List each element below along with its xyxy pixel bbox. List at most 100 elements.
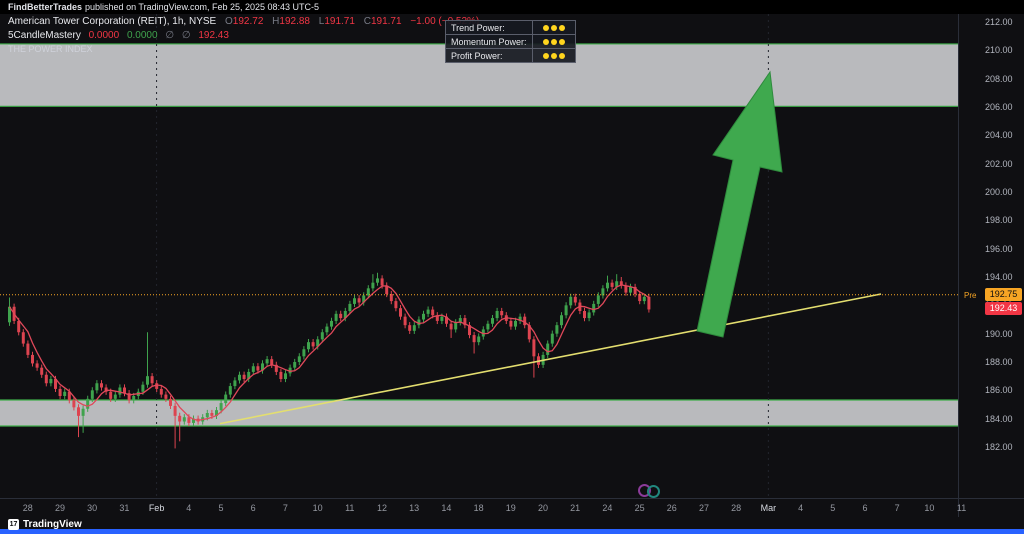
close-label: C xyxy=(363,16,371,27)
power-row-trend: Trend Power: xyxy=(445,20,576,35)
time-tick-label: 28 xyxy=(731,503,742,513)
indicator-value-4: ∅ xyxy=(181,30,191,41)
price-tick-label: 210.00 xyxy=(985,45,1013,56)
power-index-title[interactable]: THE POWER INDEX xyxy=(8,44,93,54)
power-row-profit: Profit Power: xyxy=(445,48,576,63)
symbol-title: American Tower Corporation (REIT), 1h, N… xyxy=(8,16,217,27)
time-tick-label: 18 xyxy=(473,503,484,513)
time-tick-label: 24 xyxy=(602,503,613,513)
publication-text: published on TradingView.com, Feb 25, 20… xyxy=(85,2,320,12)
indicator-line[interactable]: 5CandleMastery 0.0000 0.0000 ∅ ∅ 192.43 xyxy=(8,30,479,41)
time-tick-label: 11 xyxy=(345,503,355,513)
chart-legend: American Tower Corporation (REIT), 1h, N… xyxy=(8,16,479,54)
high-label: H xyxy=(272,16,280,27)
power-dot xyxy=(558,25,565,32)
trend-power-dots xyxy=(531,20,576,35)
price-tick-label: 182.00 xyxy=(985,442,1013,452)
time-tick-label: 12 xyxy=(376,503,387,513)
power-dot xyxy=(550,39,557,46)
time-tick-label: 28 xyxy=(22,503,33,513)
time-tick-label: 6 xyxy=(250,503,256,513)
indicator-value-3: ∅ xyxy=(165,30,175,41)
price-badge-premarket: 192.75 xyxy=(985,288,1022,301)
price-tick-label: 196.00 xyxy=(985,243,1013,254)
price-tick-label: 188.00 xyxy=(985,357,1013,367)
price-tick-label: 204.00 xyxy=(985,130,1013,141)
power-dot xyxy=(550,53,557,60)
price-tick-label: 208.00 xyxy=(985,73,1013,84)
power-dot xyxy=(558,53,565,60)
trend-power-label: Trend Power: xyxy=(445,20,533,35)
profit-power-dots xyxy=(531,48,576,63)
premarket-tag: Pre xyxy=(964,291,977,300)
time-tick-label: 13 xyxy=(409,503,420,513)
power-dot xyxy=(542,39,549,46)
indicator-value-5: 192.43 xyxy=(198,30,229,41)
time-tick-label: 7 xyxy=(894,503,900,513)
profit-power-label: Profit Power: xyxy=(445,48,533,63)
price-tick-label: 200.00 xyxy=(985,187,1013,197)
publication-author: FindBetterTrades xyxy=(8,2,83,12)
power-index-table: Trend Power: Momentum Power: Profit Powe… xyxy=(445,20,576,63)
time-tick-label: 19 xyxy=(505,503,516,513)
symbol-line[interactable]: American Tower Corporation (REIT), 1h, N… xyxy=(8,16,479,27)
time-tick-label: 5 xyxy=(830,503,836,513)
price-tick-label: 186.00 xyxy=(985,385,1013,396)
time-tick-label: 11 xyxy=(956,503,967,513)
power-row-momentum: Momentum Power: xyxy=(445,34,576,49)
time-tick-label: 4 xyxy=(798,503,804,513)
price-tick-label: 206.00 xyxy=(985,102,1013,112)
time-tick-label: Feb xyxy=(148,503,165,513)
power-dot xyxy=(542,25,549,32)
bottom-accent-bar xyxy=(0,529,1024,534)
time-tick-label: 14 xyxy=(441,503,452,513)
power-dot xyxy=(558,39,565,46)
time-tick-label: 25 xyxy=(634,503,645,513)
time-tick-label: 10 xyxy=(924,503,935,513)
high-value: 192.88 xyxy=(279,16,310,27)
time-tick-label: 5 xyxy=(218,503,224,513)
change-value: −1.00 (−0.52%) xyxy=(410,16,479,27)
low-value: 191.71 xyxy=(324,16,355,27)
time-tick-label: 7 xyxy=(282,503,288,513)
price-tick-label: 190.00 xyxy=(985,328,1013,339)
indicator-value-2: 0.0000 xyxy=(126,30,158,41)
price-tick-label: 198.00 xyxy=(985,215,1013,226)
supply-demand-zone xyxy=(0,399,958,427)
time-tick-label: 4 xyxy=(186,503,192,513)
momentum-power-dots xyxy=(531,34,576,49)
price-tick-label: 194.00 xyxy=(985,272,1013,282)
price-badge-indicator: 192.43 xyxy=(985,302,1022,315)
up-arrow-annotation xyxy=(696,70,783,338)
publication-bar: FindBetterTrades published on TradingView… xyxy=(0,0,1024,14)
indicator-value-1: 0.0000 xyxy=(88,30,120,41)
brand-text[interactable]: TradingView xyxy=(23,518,82,530)
price-tick-label: 184.00 xyxy=(985,413,1013,424)
power-dot xyxy=(542,53,549,60)
indicator-name: 5CandleMastery xyxy=(8,30,81,41)
watermark-circle-teal xyxy=(647,485,660,498)
low-label: L xyxy=(318,16,325,27)
time-tick-label: 20 xyxy=(537,503,548,513)
time-tick-label: Mar xyxy=(760,503,777,513)
footer: 17 TradingView xyxy=(8,518,82,530)
time-tick-label: 30 xyxy=(87,503,98,513)
time-tick-label: 21 xyxy=(570,503,581,513)
time-tick-label: 6 xyxy=(862,503,868,513)
momentum-power-label: Momentum Power: xyxy=(445,34,533,49)
time-tick-label: 31 xyxy=(119,503,130,513)
time-tick-label: 29 xyxy=(54,503,65,513)
price-tick-label: 202.00 xyxy=(985,158,1013,169)
power-dot xyxy=(550,25,557,32)
time-tick-label: 26 xyxy=(666,503,677,513)
trendline xyxy=(219,293,882,425)
time-tick-label: 10 xyxy=(312,503,323,513)
moving-average-line xyxy=(8,284,650,422)
open-label: O xyxy=(225,16,233,27)
tradingview-logo[interactable]: 17 xyxy=(8,518,19,530)
close-value: 191.71 xyxy=(370,16,402,27)
price-tick-label: 212.00 xyxy=(985,17,1013,27)
open-value: 192.72 xyxy=(232,16,264,27)
